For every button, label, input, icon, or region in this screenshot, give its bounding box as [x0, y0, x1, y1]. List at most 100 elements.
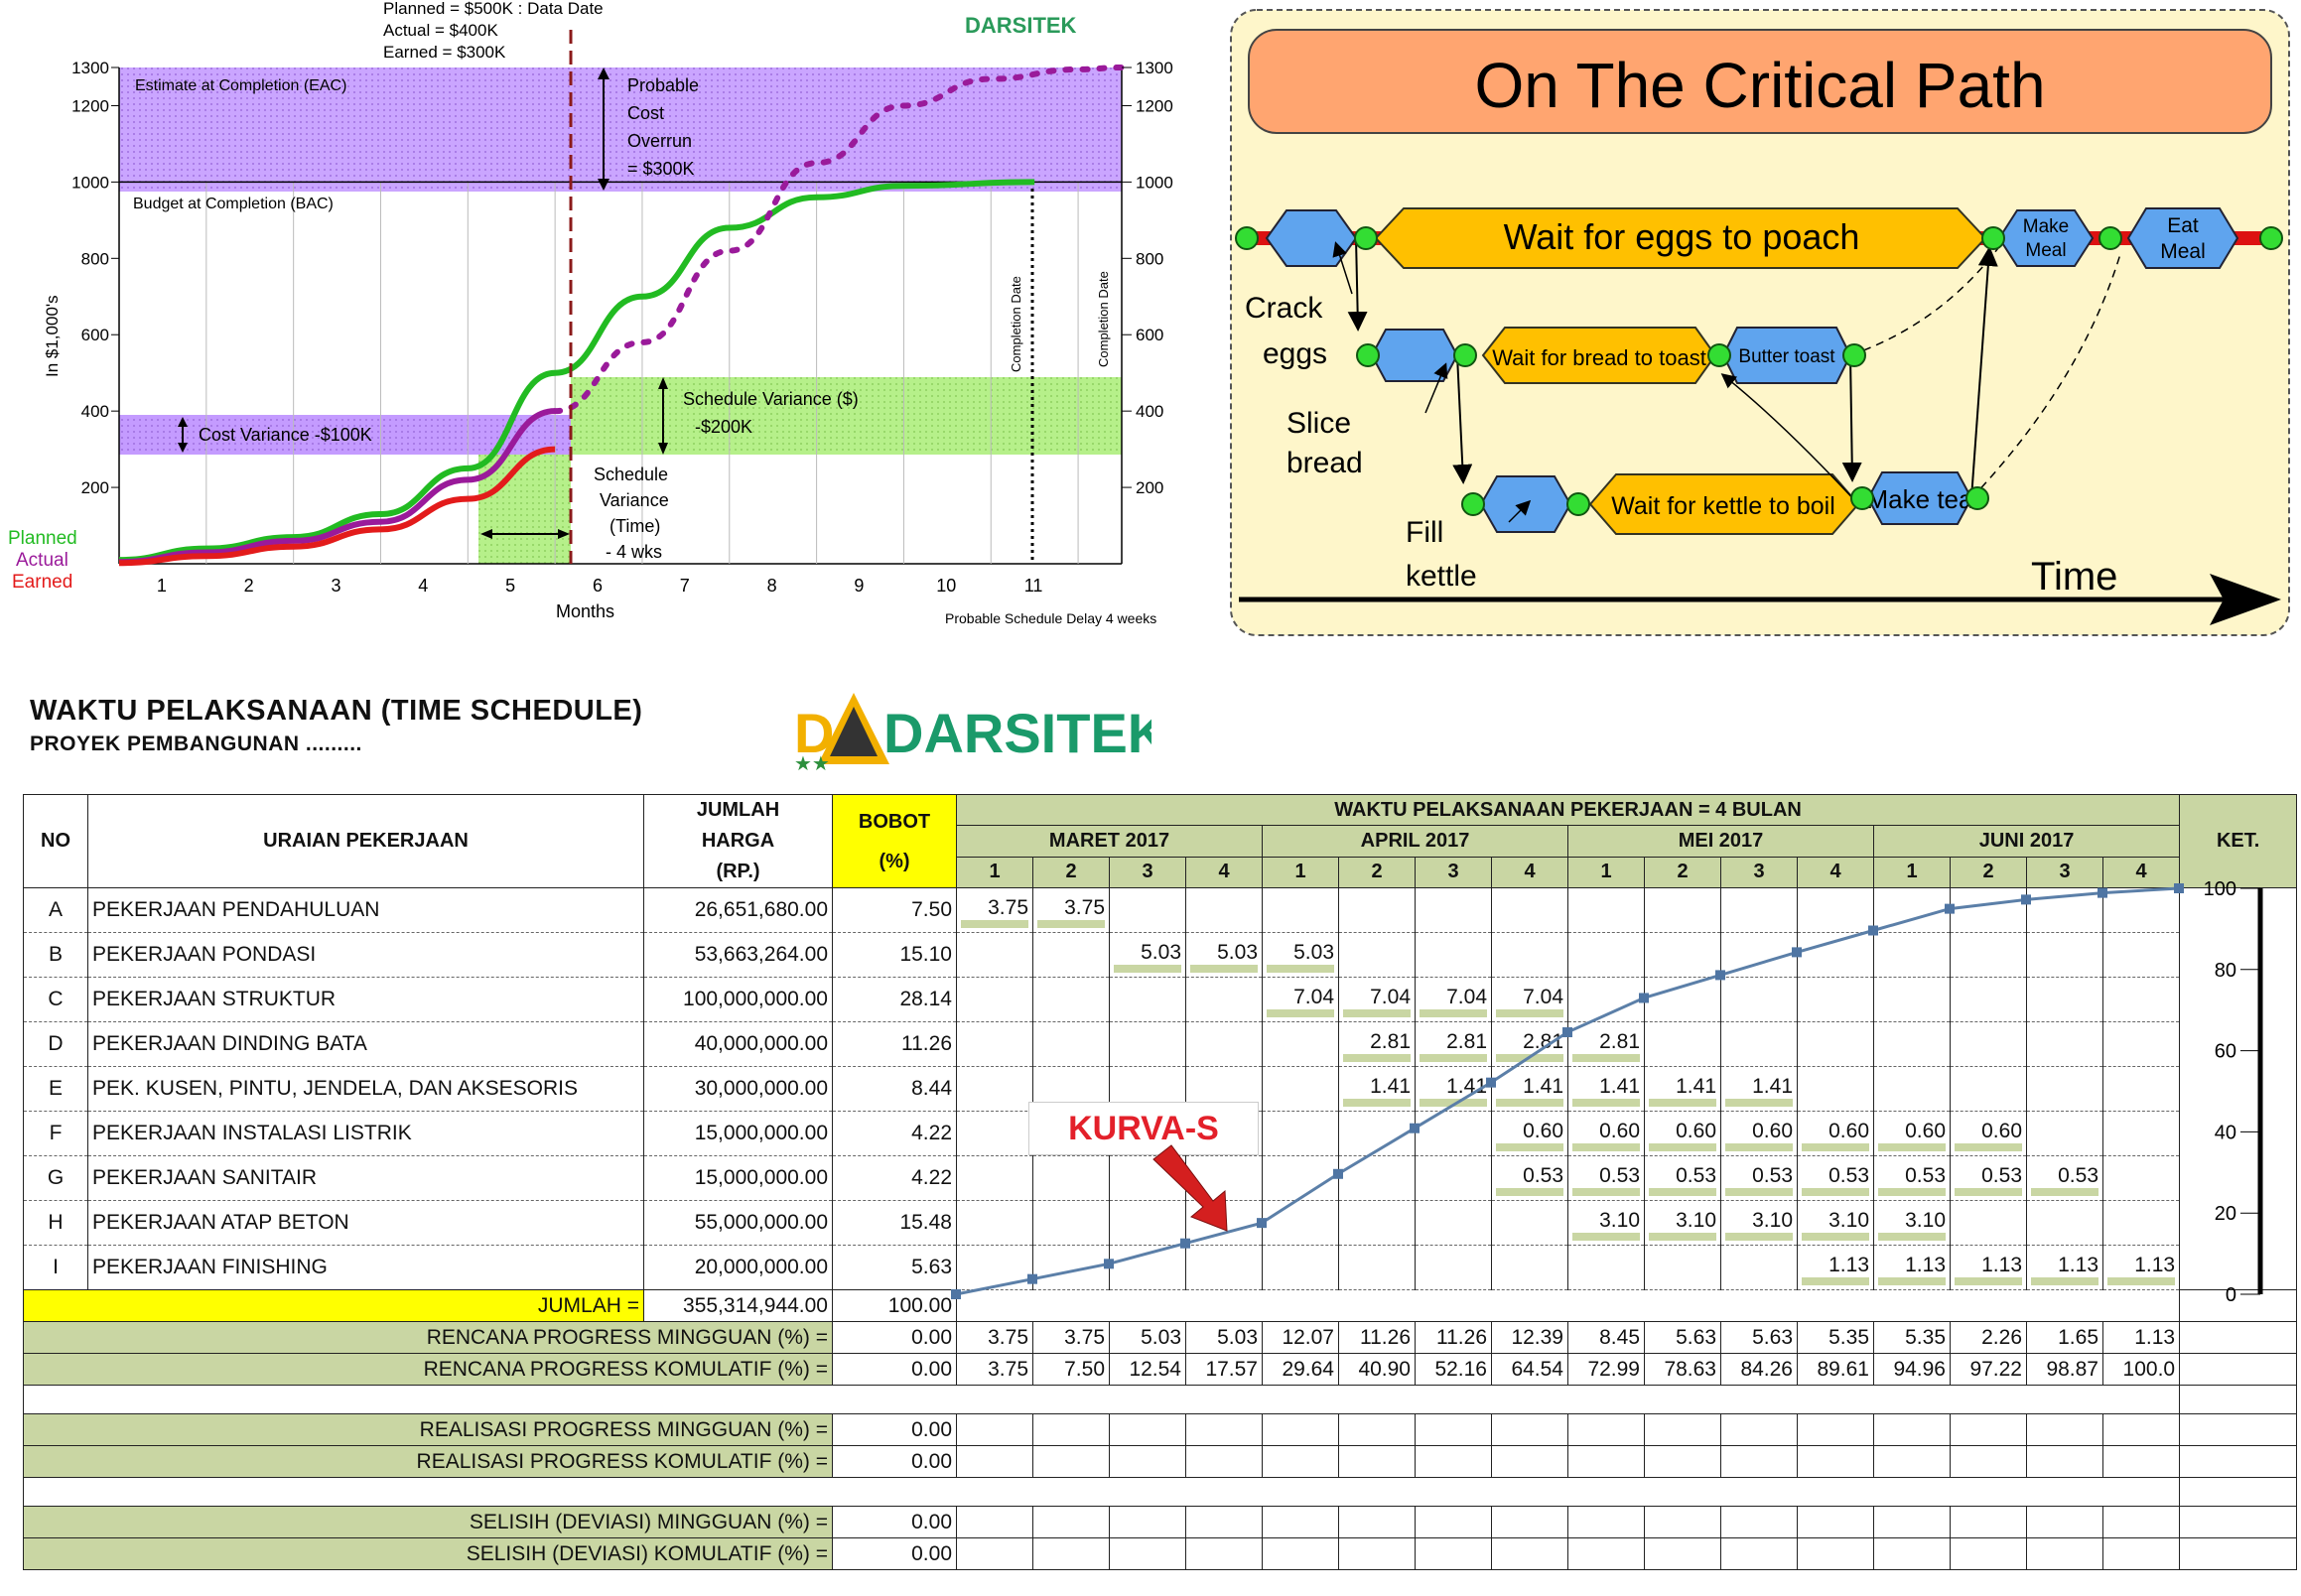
summary-week-cell [1415, 1506, 1492, 1538]
make-meal-node [1997, 209, 2095, 267]
summary-week-cell: 17.57 [1185, 1353, 1263, 1386]
row-no: D [23, 1021, 88, 1067]
row-uraian: PEKERJAAN PENDAHULUAN [87, 887, 644, 933]
month-header: MEI 2017 [1567, 825, 1874, 858]
row-uraian: PEK. KUSEN, PINTU, JENDELA, DAN AKSESORI… [87, 1066, 644, 1112]
summary-week-cell [1873, 1506, 1951, 1538]
y-tick-label-right: 1000 [1136, 173, 1173, 192]
svg-text:★★: ★★ [794, 753, 830, 774]
crack-eggs-line-2: eggs [1263, 337, 1327, 370]
week-value: 0.60 [1905, 1120, 1946, 1142]
row-bobot: 5.63 [832, 1245, 957, 1290]
week-cell [1797, 887, 1874, 933]
series-actual [118, 408, 556, 566]
blank-cell [22, 1385, 2181, 1414]
jumlah-week-cell [957, 1290, 1033, 1322]
time-var-2: Variance [600, 490, 669, 510]
wait-kettle-label: Wait for kettle to boil [1611, 492, 1835, 520]
week-value: 0.53 [1981, 1164, 2022, 1187]
week-cell [1720, 977, 1798, 1022]
week-cell [1185, 977, 1263, 1022]
progress-bar [1496, 1009, 1563, 1017]
summary-value: 0.00 [832, 1537, 957, 1570]
week-cell: 0.60 [1720, 1111, 1798, 1156]
week-cell [956, 1066, 1033, 1112]
week-header: 3 [2026, 856, 2103, 889]
y-tick-label-right: 600 [1136, 326, 1163, 344]
week-cell: 3.10 [1873, 1200, 1951, 1246]
week-cell [1873, 977, 1951, 1022]
week-cell [1644, 932, 1721, 978]
progress-bar [1878, 1233, 1946, 1241]
table-row: D PEKERJAAN DINDING BATA 40,000,000.00 11.2… [23, 1021, 2298, 1067]
week-cell [1032, 1245, 1110, 1290]
row-harga: 26,651,680.00 [643, 887, 833, 933]
row-uraian: PEKERJAAN STRUKTUR [87, 977, 644, 1022]
week-cell [1415, 1245, 1492, 1290]
jumlah-week-cell [1033, 1290, 1110, 1322]
summary-week-cell [1338, 1413, 1416, 1446]
overrun-line-4: = $300K [627, 159, 695, 179]
row-no: E [23, 1066, 88, 1112]
y-axis-label: In $1,000's [43, 295, 62, 377]
legend-actual: Actual [16, 550, 68, 571]
week-cell [1567, 1245, 1645, 1290]
week-cell [1950, 977, 2027, 1022]
summary-value: 0.00 [832, 1445, 957, 1478]
header-line-3: Earned = $300K [383, 43, 506, 62]
x-tick-label: 4 [418, 576, 428, 596]
progress-bar [1420, 1054, 1487, 1062]
summary-week-cell [1032, 1445, 1110, 1478]
week-value: 0.60 [1828, 1120, 1869, 1142]
week-cell [1873, 887, 1951, 933]
progress-bar [1572, 1233, 1640, 1241]
row-ket [2179, 932, 2298, 978]
week-value: 7.04 [1446, 986, 1487, 1008]
summary-week-cell [1415, 1537, 1492, 1570]
week-cell: 2.81 [1415, 1021, 1492, 1067]
week-cell [1032, 932, 1110, 978]
week-cell [1720, 887, 1798, 933]
week-value: 5.03 [1293, 941, 1334, 964]
x-tick-label: 2 [244, 576, 254, 596]
jumlah-week-cell [1874, 1290, 1951, 1322]
week-cell [1262, 1021, 1339, 1067]
jumlah-week-cell [1721, 1290, 1798, 1322]
week-cell [1873, 1021, 1951, 1067]
week-value: 7.04 [1293, 986, 1334, 1008]
summary-week-cell [956, 1445, 1033, 1478]
week-cell [1797, 1021, 1874, 1067]
week-value: 1.41 [1523, 1075, 1563, 1098]
summary-week-cell [1262, 1537, 1339, 1570]
slice-bread-line-1: Slice [1286, 407, 1351, 440]
week-header: 4 [1185, 856, 1263, 889]
slice-bread-line-2: bread [1286, 447, 1363, 479]
overrun-line-1: Probable [627, 75, 699, 95]
week-cell [2026, 1111, 2103, 1156]
row-uraian: PEKERJAAN INSTALASI LISTRIK [87, 1111, 644, 1156]
slice-bread-node [1370, 329, 1459, 382]
week-cell [1185, 1155, 1263, 1201]
y-tick-label-left: 1200 [71, 96, 109, 115]
summary-value: 0.00 [832, 1321, 957, 1354]
summary-week-cell [1567, 1506, 1645, 1538]
header-line-2: Actual = $400K [383, 21, 498, 40]
jumlah-week-cell [1416, 1290, 1492, 1322]
row-no: G [23, 1155, 88, 1201]
summary-week-cell: 97.22 [1950, 1353, 2027, 1386]
y-tick-label-right: 1300 [1136, 59, 1173, 77]
row-uraian: PEKERJAAN DINDING BATA [87, 1021, 644, 1067]
week-cell [1109, 887, 1186, 933]
y-tick-label-right: 1200 [1136, 96, 1173, 115]
summary-week-cell: 72.99 [1567, 1353, 1645, 1386]
month-header: APRIL 2017 [1262, 825, 1568, 858]
week-value: 5.03 [1217, 941, 1258, 964]
week-value: 0.60 [1676, 1120, 1716, 1142]
summary-row: RENCANA PROGRESS MINGGUAN (%) = 0.00 3.75 3… [23, 1321, 2298, 1354]
completion-date-label-right: Completion Date [1096, 271, 1111, 367]
week-cell [1873, 1066, 1951, 1112]
summary-week-cell [1950, 1506, 2027, 1538]
week-cell [1338, 1200, 1416, 1246]
row-bobot: 11.26 [832, 1021, 957, 1067]
y-tick-label-left: 1300 [71, 59, 109, 77]
